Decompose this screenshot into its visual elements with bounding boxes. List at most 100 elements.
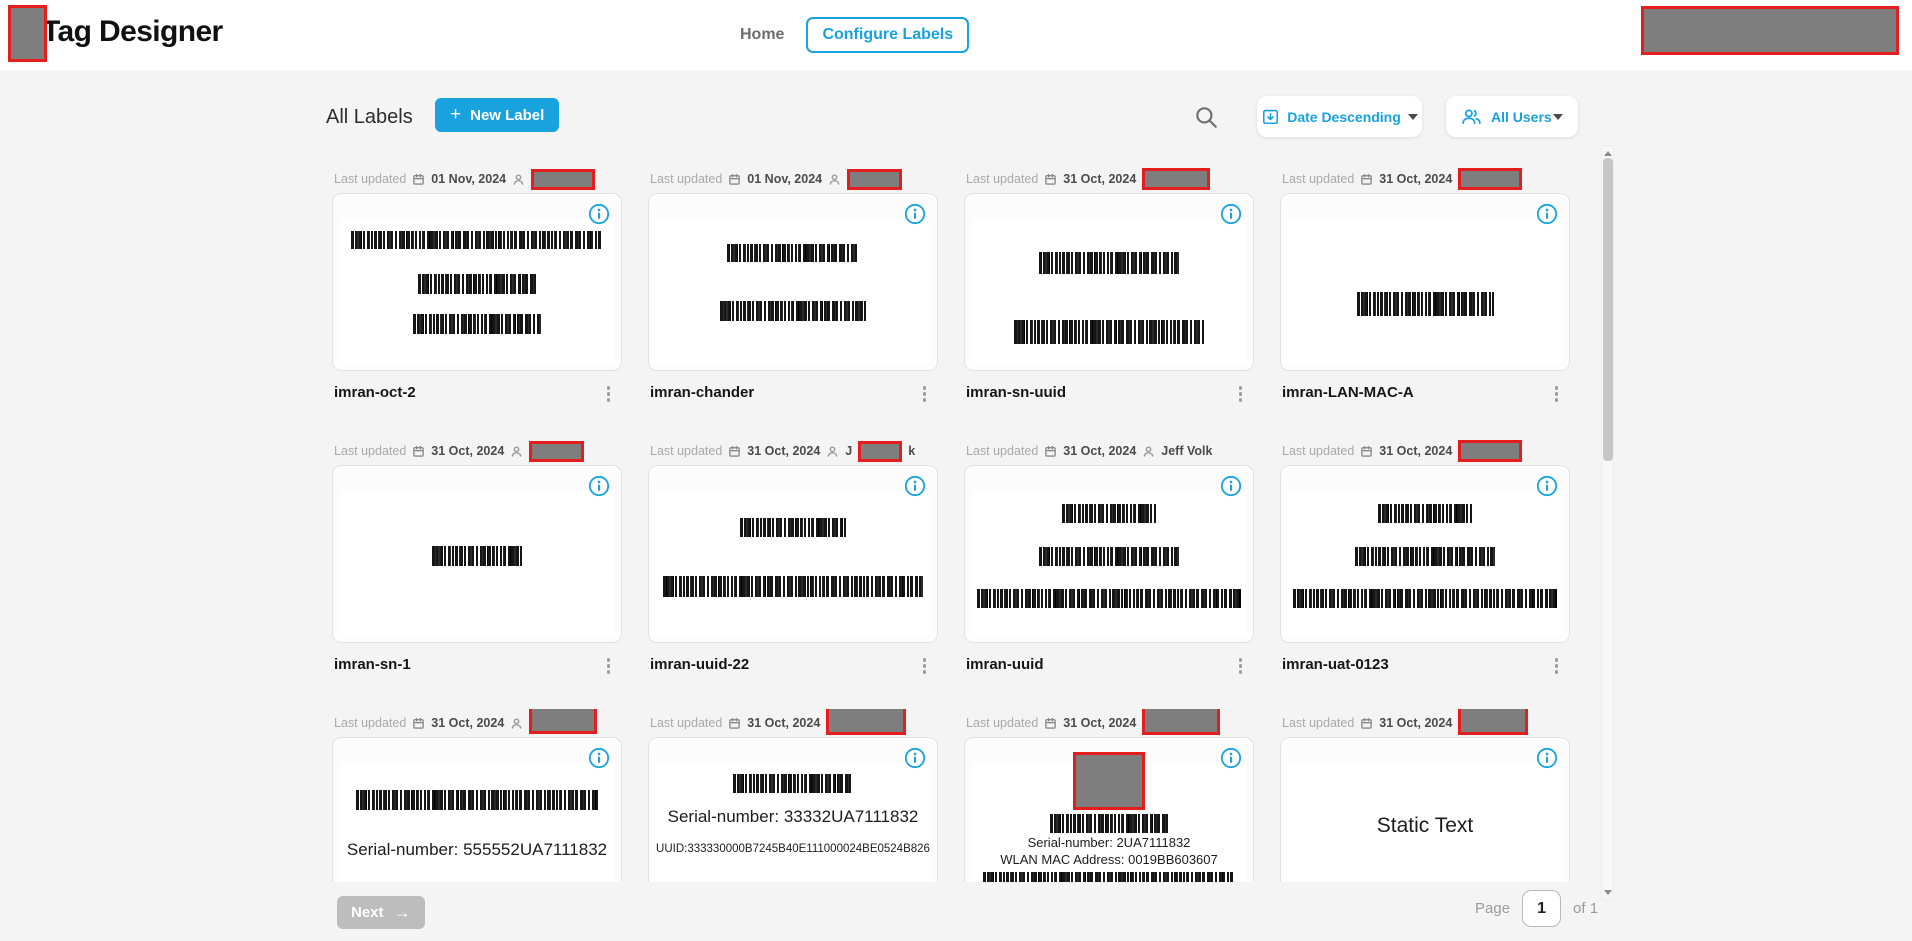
label-card[interactable] bbox=[1280, 193, 1570, 371]
info-icon[interactable] bbox=[1536, 747, 1558, 769]
barcode bbox=[412, 314, 542, 334]
label-meta: Last updated 31 Oct, 2024 bbox=[332, 709, 622, 737]
label-meta: Last updated 31 Oct, 2024 bbox=[964, 165, 1254, 193]
redacted-owner bbox=[847, 168, 903, 190]
info-icon[interactable] bbox=[1536, 203, 1558, 225]
info-icon[interactable] bbox=[588, 203, 610, 225]
label-preview: Static Text bbox=[1288, 762, 1562, 882]
card-menu-button[interactable] bbox=[1235, 384, 1247, 404]
redacted-owner bbox=[1458, 440, 1523, 462]
label-card-cell: Last updated 31 Oct, 2024 imran-sn-1 bbox=[332, 437, 622, 709]
page-label: Page bbox=[1475, 900, 1511, 917]
label-date: 31 Oct, 2024 bbox=[747, 444, 821, 458]
label-card[interactable] bbox=[964, 193, 1254, 371]
label-card[interactable] bbox=[648, 465, 938, 643]
label-card-cell: Last updated 31 Oct, 2024 Static Text bbox=[1280, 709, 1570, 882]
info-icon[interactable] bbox=[904, 475, 926, 497]
new-label-button[interactable]: + New Label bbox=[435, 98, 560, 132]
label-name-row: imran-uat-0123 bbox=[1280, 643, 1570, 709]
label-card[interactable] bbox=[964, 465, 1254, 643]
content-area: All Labels + New Label Date Descending A… bbox=[0, 70, 1912, 941]
calendar-icon bbox=[412, 173, 425, 186]
label-meta: Last updated 31 Oct, 2024 bbox=[1280, 165, 1570, 193]
label-card[interactable] bbox=[332, 465, 622, 643]
page-title: All Labels bbox=[326, 106, 413, 128]
info-icon[interactable] bbox=[1220, 203, 1242, 225]
redacted-user-info bbox=[1641, 6, 1899, 55]
label-preview bbox=[340, 490, 614, 636]
card-menu-button[interactable] bbox=[603, 384, 615, 404]
last-updated-label: Last updated bbox=[1282, 444, 1355, 458]
barcode bbox=[739, 518, 847, 537]
page-number-input[interactable] bbox=[1522, 890, 1562, 927]
label-card[interactable]: Serial-number: 555552UA7111832 bbox=[332, 737, 622, 882]
scroll-up-arrow-icon[interactable] bbox=[1602, 147, 1613, 159]
label-meta: Last updated 31 Oct, 2024 Jeff Volk bbox=[964, 437, 1254, 465]
card-menu-button[interactable] bbox=[919, 656, 931, 676]
label-card[interactable]: Serial-number: 33332UA7111832 UUID:333330… bbox=[648, 737, 938, 882]
label-card[interactable] bbox=[1280, 465, 1570, 643]
label-date: 31 Oct, 2024 bbox=[1379, 716, 1453, 730]
label-card[interactable]: Static Text bbox=[1280, 737, 1570, 882]
users-filter-label: All Users bbox=[1491, 108, 1552, 125]
redacted-region bbox=[1073, 752, 1145, 810]
chevron-down-icon bbox=[1553, 113, 1563, 120]
label-name: imran-uat-0123 bbox=[1282, 656, 1389, 673]
chevron-down-icon bbox=[1407, 113, 1418, 120]
label-card-cell: Last updated 31 Oct, 2024 imran-LAN-MAC-A bbox=[1280, 165, 1570, 437]
nav-home-link[interactable]: Home bbox=[740, 26, 785, 43]
label-card[interactable]: Serial-number: 2UA7111832 WLAN MAC Addres… bbox=[964, 737, 1254, 882]
barcode bbox=[977, 589, 1241, 608]
barcode bbox=[732, 774, 854, 793]
label-card-cell: Last updated 31 Oct, 2024 Jeff Volk imran-u… bbox=[964, 437, 1254, 709]
label-date: 31 Oct, 2024 bbox=[1063, 716, 1137, 730]
info-icon[interactable] bbox=[588, 475, 610, 497]
info-icon[interactable] bbox=[1220, 747, 1242, 769]
main-nav: Home Configure Labels bbox=[740, 0, 970, 70]
person-icon bbox=[1142, 445, 1155, 458]
label-preview bbox=[1288, 218, 1562, 364]
label-date: 01 Nov, 2024 bbox=[431, 172, 507, 186]
label-meta: Last updated 01 Nov, 2024 bbox=[648, 165, 938, 193]
label-owner: Jeff Volk bbox=[1161, 444, 1213, 458]
label-card[interactable] bbox=[648, 193, 938, 371]
info-icon[interactable] bbox=[904, 747, 926, 769]
label-name-row: imran-uuid-22 bbox=[648, 643, 938, 709]
info-icon[interactable] bbox=[1220, 475, 1242, 497]
label-date: 01 Nov, 2024 bbox=[747, 172, 823, 186]
scroll-down-arrow-icon[interactable] bbox=[1602, 886, 1613, 898]
card-menu-button[interactable] bbox=[603, 656, 615, 676]
label-preview bbox=[340, 218, 614, 364]
barcode bbox=[982, 871, 1236, 882]
sort-dropdown[interactable]: Date Descending bbox=[1257, 96, 1422, 137]
card-menu-button[interactable] bbox=[1551, 384, 1563, 404]
card-menu-button[interactable] bbox=[1235, 656, 1247, 676]
barcode bbox=[1014, 320, 1204, 344]
barcode bbox=[1355, 547, 1495, 566]
next-page-button[interactable]: Next → bbox=[337, 896, 425, 929]
card-menu-button[interactable] bbox=[1551, 656, 1563, 676]
card-menu-button[interactable] bbox=[919, 384, 931, 404]
users-filter-dropdown[interactable]: All Users bbox=[1446, 96, 1578, 137]
label-card[interactable] bbox=[332, 193, 622, 371]
label-text: Serial-number: 2UA7111832 bbox=[1027, 835, 1191, 850]
last-updated-label: Last updated bbox=[966, 172, 1039, 186]
info-icon[interactable] bbox=[588, 747, 610, 769]
vertical-scrollbar[interactable] bbox=[1601, 145, 1614, 900]
info-icon[interactable] bbox=[904, 203, 926, 225]
calendar-icon bbox=[1044, 717, 1057, 730]
label-text: Serial-number: 555552UA7111832 bbox=[346, 840, 608, 859]
label-text: Serial-number: 33332UA7111832 bbox=[667, 807, 919, 826]
label-name-row: imran-sn-uuid bbox=[964, 371, 1254, 437]
label-date: 31 Oct, 2024 bbox=[1063, 172, 1137, 186]
label-meta: Last updated 31 Oct, 2024 bbox=[964, 709, 1254, 737]
person-icon bbox=[510, 445, 523, 458]
scrollbar-thumb[interactable] bbox=[1602, 158, 1613, 461]
search-button[interactable] bbox=[1192, 104, 1220, 132]
label-date: 31 Oct, 2024 bbox=[431, 716, 505, 730]
last-updated-label: Last updated bbox=[334, 716, 407, 730]
nav-configure-labels-button[interactable]: Configure Labels bbox=[806, 17, 970, 53]
info-icon[interactable] bbox=[1536, 475, 1558, 497]
label-card-cell: Last updated 31 Oct, 2024 Serial-number: 2… bbox=[964, 709, 1254, 882]
